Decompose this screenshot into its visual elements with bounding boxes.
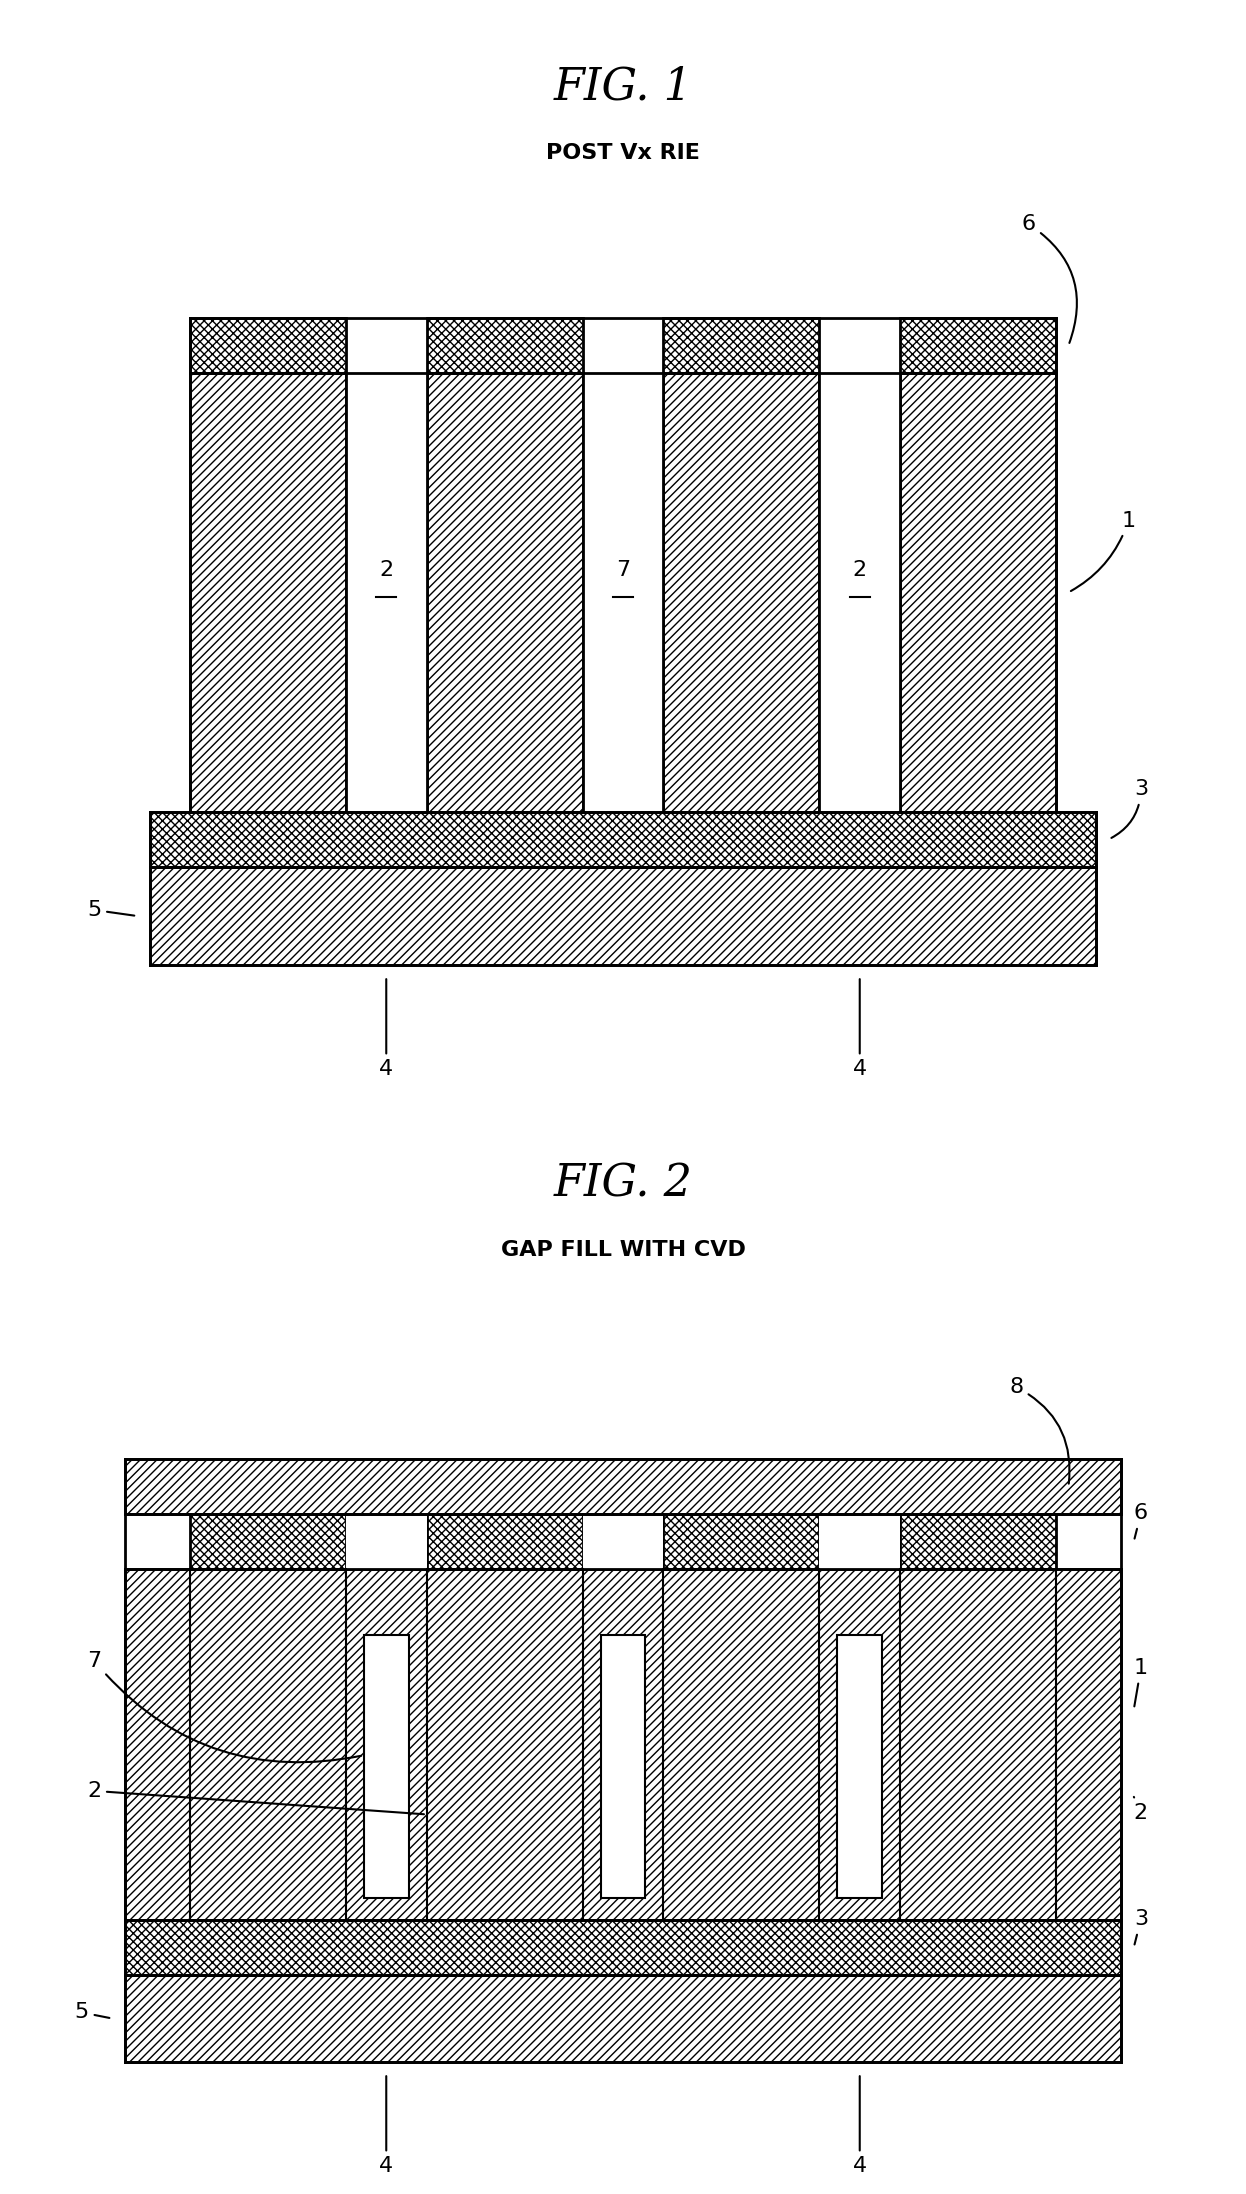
Text: 4: 4 bbox=[379, 2076, 394, 2176]
Bar bbox=[191, 318, 345, 373]
Bar bbox=[346, 1514, 426, 1569]
Bar bbox=[125, 1920, 1121, 1975]
Bar bbox=[900, 1514, 1057, 1569]
Bar bbox=[582, 373, 663, 812]
Bar bbox=[900, 318, 1057, 373]
Text: 1: 1 bbox=[1134, 1659, 1148, 1707]
Text: 3: 3 bbox=[1111, 779, 1148, 838]
Text: 8: 8 bbox=[1009, 1378, 1069, 1483]
Bar bbox=[582, 1514, 663, 1569]
Bar bbox=[364, 1635, 409, 1898]
Text: GAP FILL WITH CVD: GAP FILL WITH CVD bbox=[501, 1240, 745, 1259]
Bar bbox=[125, 1569, 1121, 1920]
Text: 2: 2 bbox=[852, 559, 867, 581]
Bar bbox=[820, 1514, 900, 1569]
Text: POST Vx RIE: POST Vx RIE bbox=[546, 143, 700, 162]
Text: 6: 6 bbox=[1022, 215, 1077, 342]
Text: 2: 2 bbox=[1134, 1797, 1148, 1823]
Bar bbox=[663, 1514, 820, 1569]
Text: FIG. 1: FIG. 1 bbox=[553, 66, 693, 110]
Bar bbox=[125, 1975, 1121, 2062]
Text: 2: 2 bbox=[379, 559, 394, 581]
Text: 6: 6 bbox=[1134, 1503, 1148, 1538]
Text: 4: 4 bbox=[379, 979, 394, 1079]
Text: 5: 5 bbox=[75, 2003, 110, 2023]
Bar bbox=[663, 318, 820, 373]
Text: 5: 5 bbox=[87, 900, 135, 919]
Bar bbox=[150, 867, 1096, 965]
Text: FIG. 2: FIG. 2 bbox=[553, 1163, 693, 1207]
Bar bbox=[820, 373, 900, 812]
Bar bbox=[426, 373, 583, 812]
Bar bbox=[191, 1514, 345, 1569]
Bar bbox=[601, 1635, 645, 1898]
Bar bbox=[150, 812, 1096, 867]
Text: 4: 4 bbox=[852, 979, 867, 1079]
Bar bbox=[663, 373, 820, 812]
Bar bbox=[191, 373, 345, 812]
Bar bbox=[837, 1635, 882, 1898]
Bar bbox=[346, 373, 426, 812]
Bar bbox=[426, 318, 583, 373]
Text: 4: 4 bbox=[852, 2076, 867, 2176]
Text: 7: 7 bbox=[616, 559, 630, 581]
Bar bbox=[426, 1514, 583, 1569]
Bar bbox=[900, 373, 1057, 812]
Text: 2: 2 bbox=[87, 1782, 424, 1814]
Text: 7: 7 bbox=[87, 1652, 361, 1762]
Bar bbox=[125, 1459, 1121, 1514]
Text: 1: 1 bbox=[1070, 511, 1135, 590]
Text: 3: 3 bbox=[1134, 1909, 1148, 1944]
